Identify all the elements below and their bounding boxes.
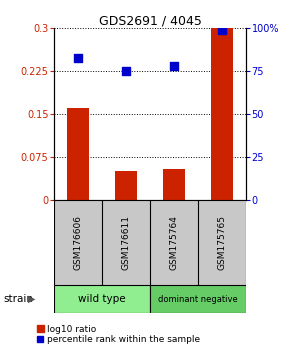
Text: wild type: wild type [78, 294, 126, 304]
Text: GSM175764: GSM175764 [169, 215, 178, 270]
Legend: log10 ratio, percentile rank within the sample: log10 ratio, percentile rank within the … [33, 321, 204, 348]
Bar [211, 28, 233, 200]
Bar [115, 171, 137, 200]
Text: dominant negative: dominant negative [158, 295, 238, 304]
Point [124, 68, 128, 74]
Bar [163, 169, 185, 200]
Bar [150, 285, 246, 313]
Text: GSM176606: GSM176606 [74, 215, 82, 270]
Text: ▶: ▶ [28, 294, 35, 304]
Text: strain: strain [3, 294, 33, 304]
Point [220, 27, 224, 33]
Point [76, 55, 80, 60]
Bar [54, 285, 150, 313]
Text: GSM175765: GSM175765 [218, 215, 226, 270]
Bar [67, 108, 89, 200]
Title: GDS2691 / 4045: GDS2691 / 4045 [99, 14, 201, 27]
Text: GSM176611: GSM176611 [122, 215, 130, 270]
Point [172, 63, 176, 69]
